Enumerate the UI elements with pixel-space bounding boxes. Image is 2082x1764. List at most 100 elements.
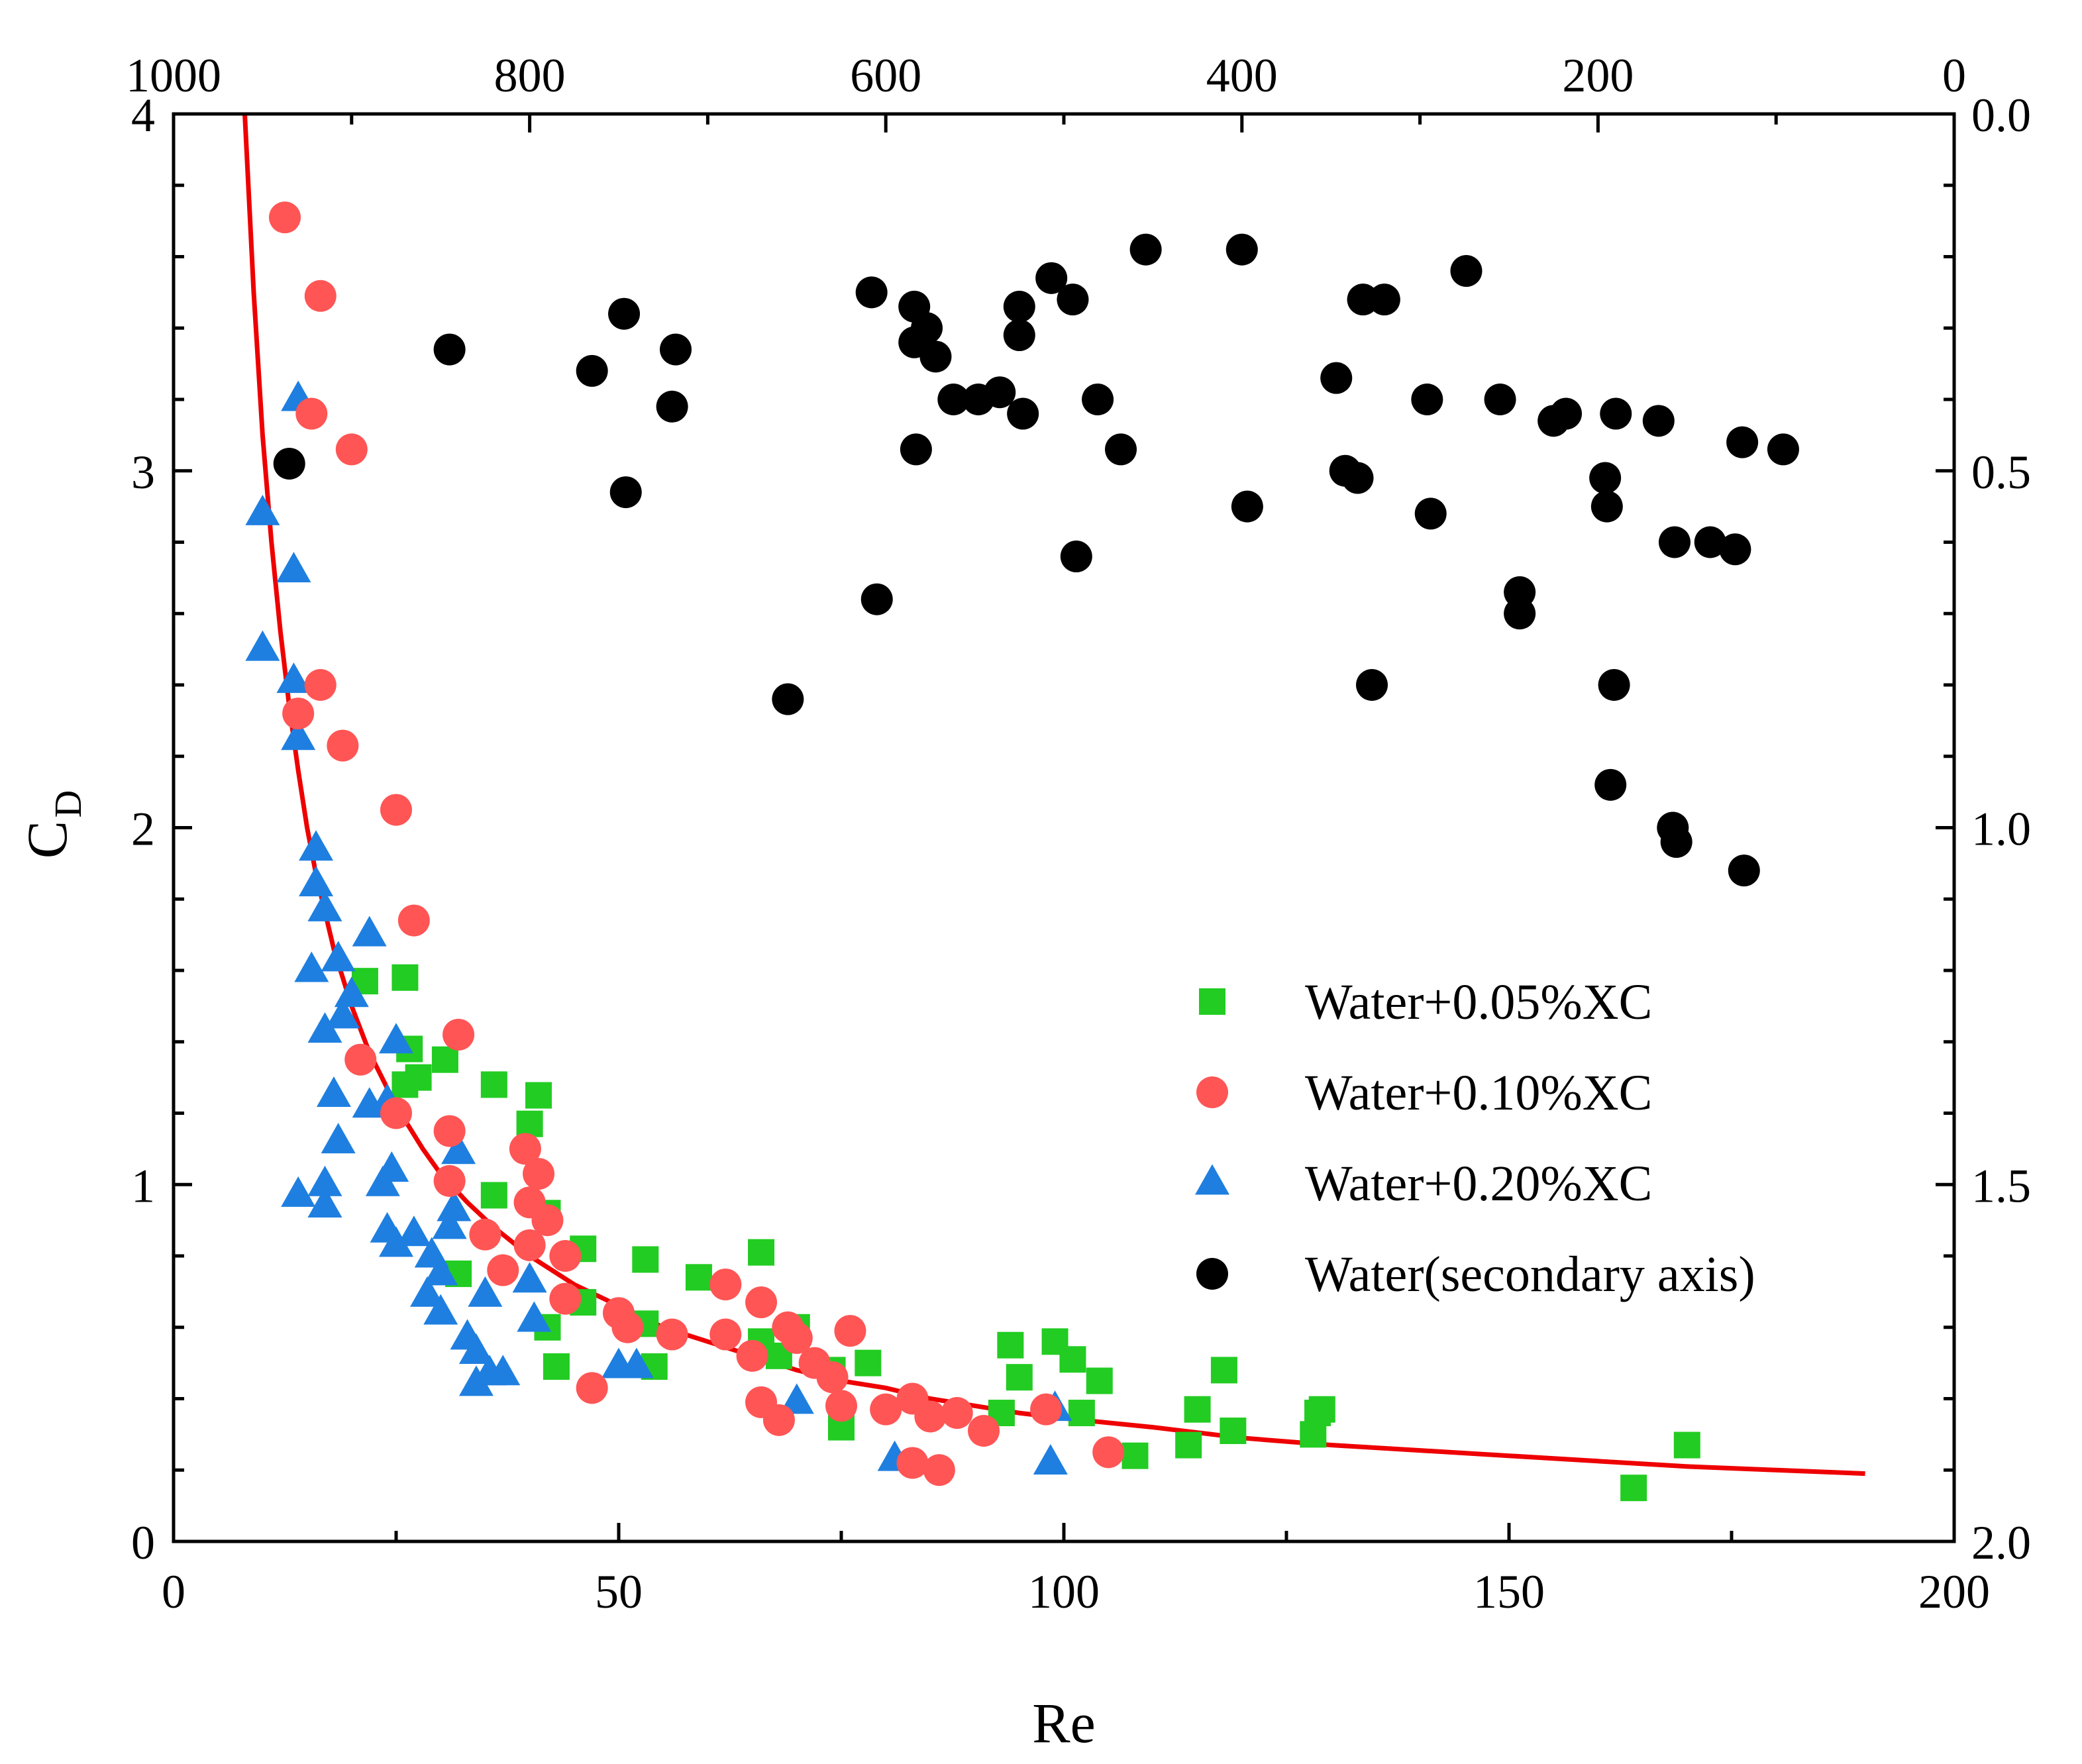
data-point <box>855 276 888 309</box>
data-point <box>513 1229 546 1261</box>
points-layer <box>245 201 1799 1502</box>
data-point <box>525 1082 552 1109</box>
data-point <box>486 1355 521 1386</box>
x-tick-label: 100 <box>1028 1565 1100 1618</box>
data-point <box>779 1383 814 1414</box>
data-point <box>736 1339 768 1372</box>
data-point <box>855 1349 882 1376</box>
legend-label: Water+0.05%XC <box>1305 974 1652 1030</box>
data-point <box>656 390 688 423</box>
data-point <box>282 698 315 730</box>
data-point <box>1320 362 1353 394</box>
data-point <box>1231 490 1263 523</box>
data-point <box>656 1318 688 1351</box>
legend-label: Water+0.20%XC <box>1305 1156 1652 1212</box>
data-point <box>1006 1364 1033 1391</box>
x-axis-title: Re <box>1032 1691 1096 1755</box>
data-point <box>1642 405 1675 437</box>
data-point <box>442 1018 475 1051</box>
data-point <box>745 1286 778 1319</box>
data-point <box>380 794 412 826</box>
data-point <box>1594 768 1627 801</box>
data-point <box>1105 433 1137 466</box>
series-1 <box>269 201 1125 1486</box>
y-tick-label: 0 <box>131 1516 155 1569</box>
data-point <box>431 1046 458 1073</box>
data-point <box>968 1414 1000 1447</box>
data-point <box>516 1110 543 1137</box>
data-point <box>1658 526 1691 558</box>
legend-marker-triangle <box>1195 1164 1229 1195</box>
data-point <box>299 830 334 861</box>
data-point <box>608 297 641 330</box>
data-point <box>619 1347 654 1378</box>
data-point <box>549 1240 582 1272</box>
data-point <box>1598 669 1630 701</box>
data-point <box>469 1218 501 1251</box>
data-point <box>1003 290 1035 323</box>
data-point <box>276 552 311 583</box>
data-point <box>433 1115 466 1147</box>
data-point <box>632 1246 659 1273</box>
data-point <box>997 1331 1024 1359</box>
data-point <box>307 1165 342 1196</box>
data-point <box>609 476 642 509</box>
legend-item-black: Water(secondary axis) <box>1196 1247 1755 1302</box>
x2-tick-label: 400 <box>1206 49 1278 102</box>
data-point <box>896 1447 929 1479</box>
data-point <box>458 1333 494 1364</box>
data-point <box>295 397 328 430</box>
plot-frame <box>172 112 1956 1543</box>
data-point <box>549 1282 582 1315</box>
data-point <box>709 1318 742 1351</box>
data-point <box>1086 1367 1113 1394</box>
data-point <box>762 1404 795 1436</box>
data-point <box>1033 1443 1068 1475</box>
data-point <box>1368 284 1400 316</box>
legend-marker-shape <box>1196 1076 1228 1108</box>
y2-tick-label: 0.5 <box>1971 446 2031 499</box>
data-point <box>937 384 970 415</box>
data-point <box>1057 284 1089 316</box>
data-point <box>391 964 419 991</box>
y2-tick-label: 0.0 <box>1971 89 2031 142</box>
data-point <box>1003 319 1035 352</box>
data-point <box>941 1397 973 1429</box>
y2-tick-label: 1.5 <box>1971 1159 2031 1212</box>
data-point <box>316 1076 351 1108</box>
data-point <box>834 1315 866 1347</box>
data-point <box>860 583 893 615</box>
data-point <box>1082 384 1114 415</box>
data-point <box>281 1176 316 1207</box>
x2-tick-label: 800 <box>494 49 566 102</box>
data-point <box>1129 233 1162 266</box>
data-point <box>523 1158 555 1190</box>
data-point <box>1308 1396 1335 1423</box>
legend-item-red: Water+0.10%XC <box>1196 1065 1652 1121</box>
legend-item-blue: Water+0.20%XC <box>1195 1156 1652 1212</box>
series-2 <box>245 380 1072 1475</box>
data-point <box>433 333 466 366</box>
data-point <box>327 729 359 762</box>
data-point <box>1225 233 1258 266</box>
data-point <box>307 1012 342 1043</box>
data-point <box>352 915 387 947</box>
data-point <box>1450 255 1483 287</box>
y-tick-label: 3 <box>131 446 155 499</box>
data-point <box>423 1294 458 1325</box>
data-point <box>269 201 301 234</box>
data-point <box>396 1216 431 1247</box>
data-point <box>307 1187 342 1218</box>
legend-marker-shape <box>1199 988 1225 1015</box>
data-point <box>1504 576 1536 608</box>
data-point <box>923 1454 955 1486</box>
data-point <box>335 433 368 466</box>
data-point <box>321 941 356 972</box>
data-point <box>307 890 342 921</box>
data-point <box>1590 490 1623 523</box>
data-point <box>437 1190 472 1221</box>
x2-tick-label: 200 <box>1562 49 1634 102</box>
data-point <box>1694 526 1726 558</box>
